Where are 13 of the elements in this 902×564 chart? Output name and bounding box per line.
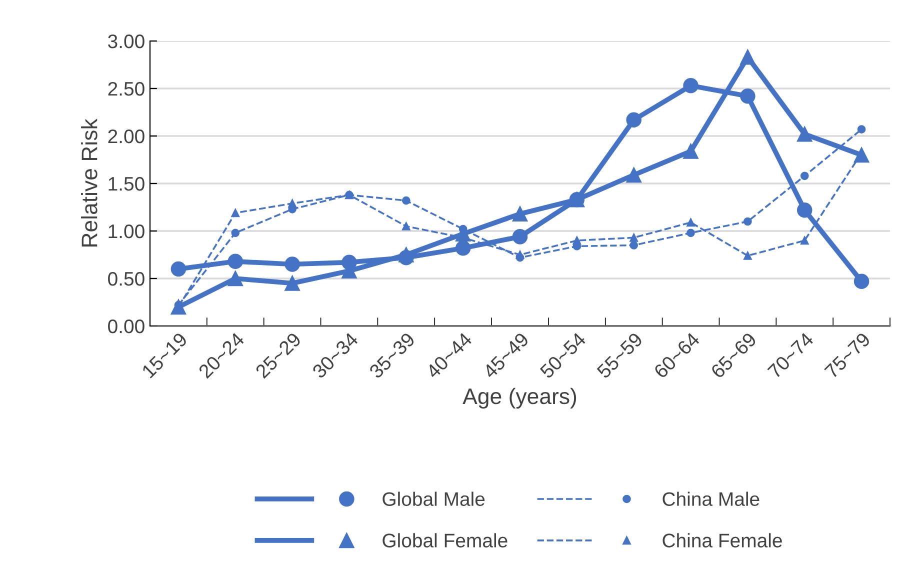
y-tick-label: 0.50: [108, 272, 144, 286]
y-tick-label: 3.00: [108, 34, 144, 48]
y-tick-label: 1.00: [108, 224, 144, 238]
y-axis-title: Relative Risk: [81, 118, 98, 247]
y-tick-label: 1.50: [108, 176, 144, 191]
y-tick-label: 0.00: [108, 319, 144, 334]
legend-label: China Male: [662, 492, 760, 506]
legend-label: Global Male: [382, 492, 485, 506]
legend-label: Global Female: [382, 533, 508, 548]
x-axis-title: Age (years): [462, 388, 576, 409]
y-tick-label: 2.50: [108, 82, 144, 96]
y-tick-label: 2.00: [108, 129, 144, 144]
legend-label: China Female: [662, 533, 782, 548]
